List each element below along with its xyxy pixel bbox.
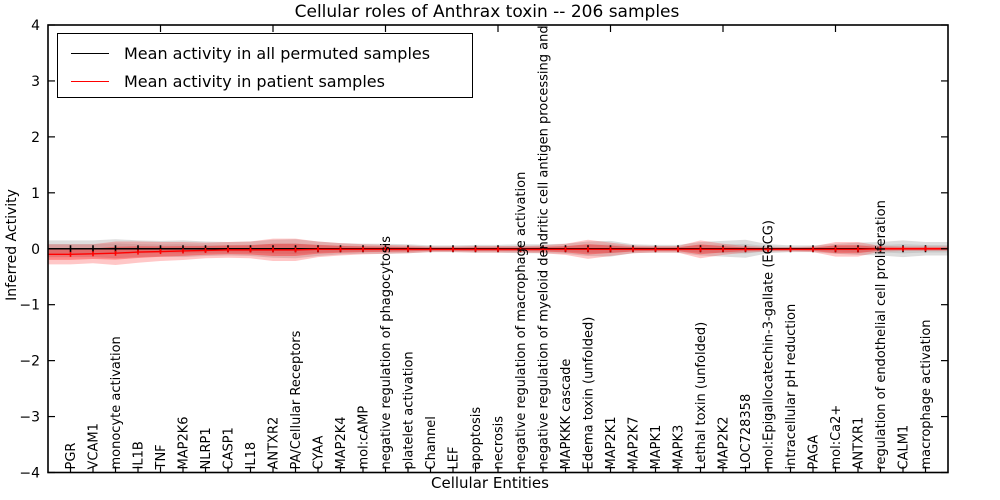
legend-item-patient: Mean activity in patient samples <box>58 69 385 93</box>
y-tick-label: −3 <box>19 410 40 426</box>
x-tick-label: macrophage activation <box>919 319 934 469</box>
x-tick-label: MAP2K1 <box>604 416 619 469</box>
x-tick-label: mol:Ca2+ <box>829 405 844 470</box>
y-tick-label: −2 <box>19 354 40 370</box>
x-tick-label: Edema toxin (unfolded) <box>582 317 597 470</box>
x-tick-label: PA/Cellular Receptors <box>289 330 304 469</box>
y-tick-label: 1 <box>31 186 40 202</box>
x-tick-label: negative regulation of phagocytosis <box>379 236 394 470</box>
x-tick-label: CASP1 <box>222 427 237 469</box>
x-tick-label: MAP2K6 <box>177 416 192 469</box>
x-tick-label: apoptosis <box>469 407 484 470</box>
x-tick-label: PAGA <box>807 435 822 470</box>
x-tick-label: VCAM1 <box>87 423 102 469</box>
x-tick-label: MAP2K7 <box>627 416 642 469</box>
x-tick-label: CALM1 <box>897 425 912 470</box>
x-tick-label: IL18 <box>244 442 259 470</box>
x-tick-label: MAPKKK cascade <box>559 359 574 470</box>
legend-line-permuted-icon <box>71 52 109 54</box>
x-tick-label: MAPK1 <box>649 425 664 470</box>
x-tick-label: negative regulation of macrophage activa… <box>514 172 529 470</box>
x-tick-label: CYAA <box>312 435 327 469</box>
x-tick-label: TNF <box>154 444 169 470</box>
x-tick-label: IL1B <box>132 441 147 469</box>
x-tick-label: mol:cAMP <box>357 406 372 470</box>
y-tick-label: 2 <box>31 130 40 146</box>
y-tick-label: 4 <box>31 18 40 34</box>
x-tick-label: LEF <box>447 447 462 470</box>
x-tick-label: Channel <box>424 416 439 469</box>
legend: Mean activity in all permuted samples Me… <box>57 33 473 98</box>
legend-label: Mean activity in all permuted samples <box>124 43 431 63</box>
x-tick-label: MAP2K4 <box>334 416 349 469</box>
x-tick-label: negative regulation of myeloid dendritic… <box>537 25 552 469</box>
x-tick-label: Lethal toxin (unfolded) <box>694 322 709 470</box>
legend-label: Mean activity in patient samples <box>124 71 385 91</box>
x-tick-label: NLRP1 <box>199 427 214 469</box>
legend-line-patient-icon <box>71 80 109 82</box>
x-tick-label: PGR <box>64 443 79 470</box>
x-tick-label: necrosis <box>492 416 507 470</box>
x-tick-label: MAP2K2 <box>717 416 732 469</box>
y-tick-label: −4 <box>19 466 40 482</box>
y-tick-label: −1 <box>19 298 40 314</box>
y-tick-label: 0 <box>31 242 40 258</box>
x-tick-label: regulation of endothelial cell prolifera… <box>874 200 889 469</box>
x-tick-label: mol:Epigallocatechin-3-gallate (EGCG) <box>762 220 777 469</box>
x-tick-label: LOC728358 <box>739 394 754 470</box>
x-axis-title: Cellular Entities <box>431 474 549 492</box>
legend-item-permuted: Mean activity in all permuted samples <box>58 41 430 65</box>
x-tick-label: intracellular pH reduction <box>784 304 799 470</box>
x-tick-label: ANTXR1 <box>852 417 867 470</box>
y-tick-label: 3 <box>31 74 40 90</box>
x-tick-label: monocyte activation <box>109 336 124 469</box>
x-tick-label: ANTXR2 <box>267 417 282 470</box>
x-tick-label: platelet activation <box>402 351 417 469</box>
chart-title: Cellular roles of Anthrax toxin -- 206 s… <box>294 2 680 22</box>
x-tick-label: MAPK3 <box>672 425 687 470</box>
